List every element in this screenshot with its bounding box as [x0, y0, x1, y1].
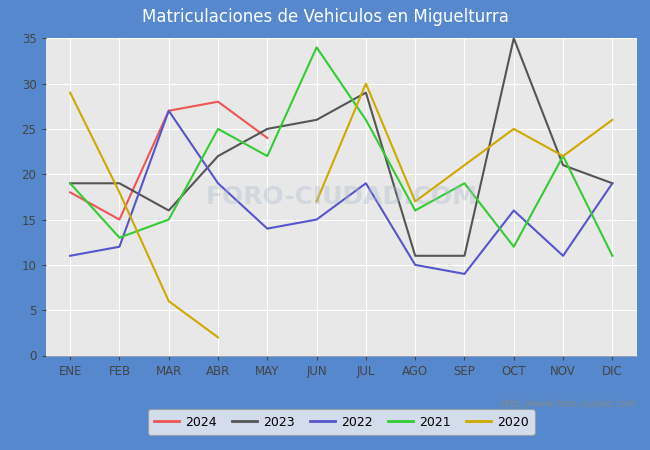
Text: Matriculaciones de Vehiculos en Miguelturra: Matriculaciones de Vehiculos en Migueltu…: [142, 8, 508, 26]
Text: FORO-CIUDAD.COM: FORO-CIUDAD.COM: [205, 185, 477, 209]
Legend: 2024, 2023, 2022, 2021, 2020: 2024, 2023, 2022, 2021, 2020: [148, 410, 535, 435]
Text: http://www.foro-ciudad.com: http://www.foro-ciudad.com: [501, 400, 637, 410]
